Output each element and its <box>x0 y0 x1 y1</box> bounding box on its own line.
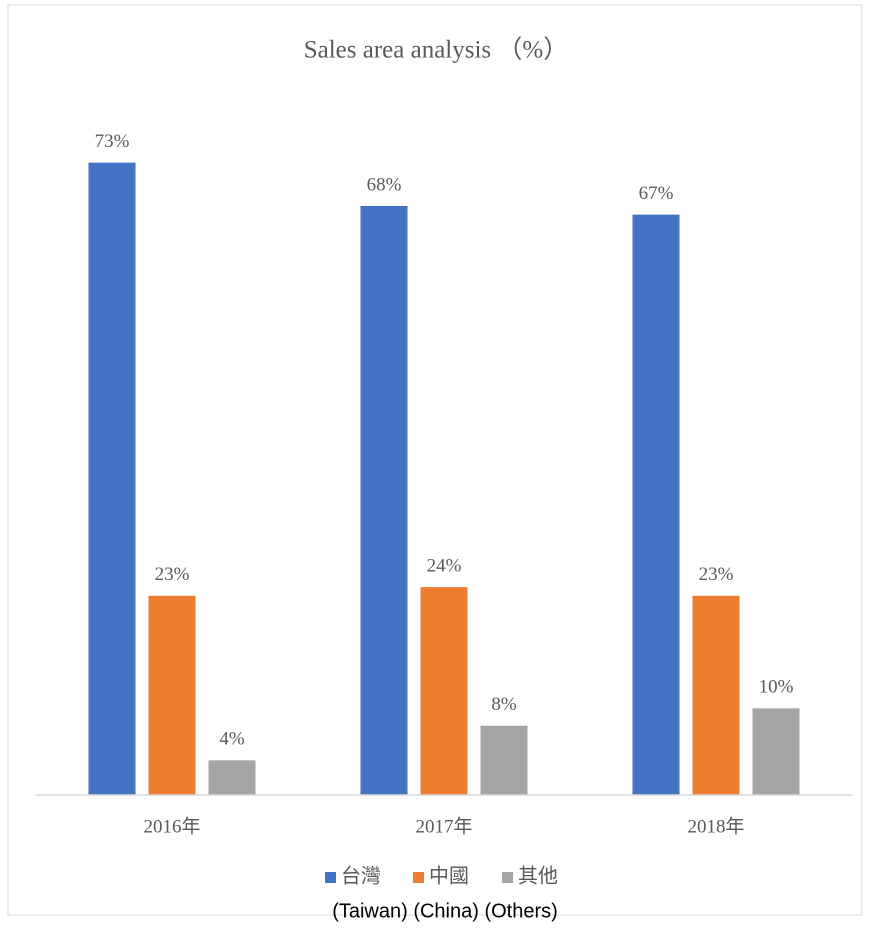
bar <box>632 214 680 796</box>
value-label: 23% <box>155 564 190 585</box>
annotation: (Taiwan) (China) (Others) <box>332 900 558 922</box>
value-label: 8% <box>491 694 517 715</box>
legend-swatch <box>325 872 336 883</box>
value-label: 23% <box>699 564 734 585</box>
value-label: 24% <box>427 555 462 576</box>
legend-label: 中國 <box>429 865 469 888</box>
x-tick-label: 2016年 <box>143 815 200 837</box>
bar <box>360 205 408 795</box>
value-label: 73% <box>95 131 130 152</box>
value-label: 10% <box>759 677 794 698</box>
value-label: 68% <box>367 174 402 195</box>
bar <box>148 595 196 795</box>
bar <box>752 708 800 795</box>
bar <box>208 760 256 795</box>
value-label: 67% <box>639 183 674 204</box>
value-label: 4% <box>219 729 245 750</box>
legend-swatch <box>502 872 513 883</box>
bar <box>420 587 468 795</box>
chart-title: Sales area analysis （%） <box>304 36 569 64</box>
bar <box>480 725 528 795</box>
x-tick-label: 2017年 <box>415 815 472 837</box>
bar <box>88 162 136 795</box>
legend-swatch <box>413 872 424 883</box>
legend-label: 其他 <box>518 865 558 888</box>
legend-label: 台灣 <box>341 865 381 888</box>
x-tick-label: 2018年 <box>687 815 744 837</box>
bar <box>692 595 740 795</box>
